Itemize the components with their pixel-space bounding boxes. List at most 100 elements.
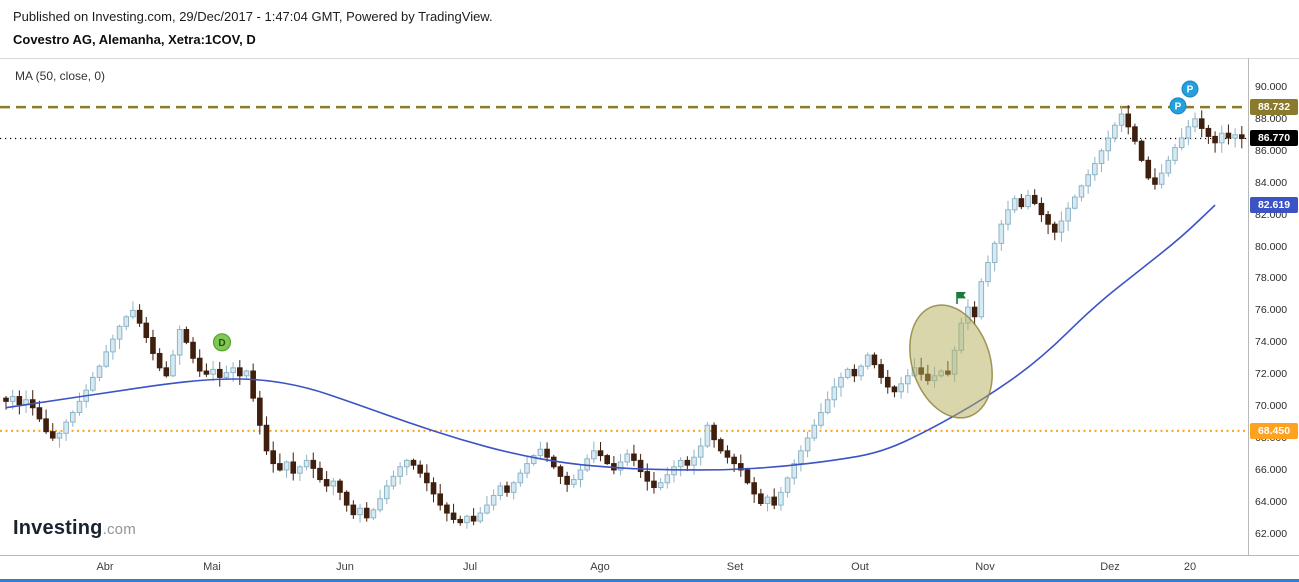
candle-body — [864, 354, 871, 367]
time-tick-label: 20 — [1183, 561, 1197, 573]
candle-body — [250, 370, 256, 399]
candle-body — [804, 437, 811, 452]
price-tick-label: 86.000 — [1255, 144, 1288, 157]
candle-body — [564, 475, 570, 485]
price-tick-label: 76.000 — [1255, 304, 1288, 317]
candle-body — [1011, 198, 1018, 211]
candle-body — [751, 482, 757, 495]
price-tick-label: 70.000 — [1255, 400, 1288, 413]
candle-body — [103, 351, 110, 367]
candle-body — [323, 479, 330, 487]
candle-body — [637, 459, 644, 473]
candle-body — [537, 448, 544, 457]
time-tick-label: Dez — [1100, 561, 1120, 573]
time-axis[interactable]: Abr Mai Jun Jul Ago Set Out Nov Dez 20 — [0, 555, 1299, 579]
candle-body — [597, 450, 604, 457]
candle-body — [738, 463, 744, 471]
price-chart-svg[interactable]: D PP — [0, 59, 1248, 556]
candle-body — [631, 453, 637, 461]
candle-body — [651, 480, 657, 489]
price-tick-label: 72.000 — [1255, 368, 1288, 381]
candle-body — [49, 431, 56, 439]
candle-body — [851, 368, 858, 377]
investing-logo-suffix: .com — [102, 521, 136, 538]
p-marker-label: P — [1175, 101, 1182, 112]
candle-body — [430, 482, 437, 495]
candle-body — [464, 515, 470, 524]
candle-body — [36, 407, 43, 420]
candle-body — [818, 412, 824, 426]
time-tick-label: Jun — [336, 561, 354, 573]
candle-body — [383, 485, 390, 500]
instrument-title: Covestro AG, Alemanha, Xetra:1COV, D — [13, 32, 256, 47]
candle-body — [891, 386, 898, 393]
p-marker-label: P — [1187, 85, 1194, 96]
indicator-label[interactable]: MA (50, close, 0) — [12, 68, 109, 84]
chart-header: Published on Investing.com, 29/Dec/2017 … — [0, 0, 1299, 58]
time-tick-label: Mai — [203, 561, 221, 573]
candle-body — [1178, 137, 1185, 149]
candle-body — [470, 515, 477, 522]
time-tick-label: Abr — [96, 561, 114, 573]
candle-body — [76, 400, 83, 414]
candle-body — [791, 463, 798, 479]
candle-body — [330, 480, 337, 487]
candle-body — [297, 466, 303, 474]
flag-icon — [957, 291, 966, 299]
candle-body — [517, 472, 524, 484]
candle-body — [704, 424, 711, 447]
candle-body — [624, 453, 631, 463]
candle-body — [1045, 214, 1051, 225]
price-axis[interactable]: 90.000 88.000 86.000 84.000 82.000 80.000 78.0… — [1248, 58, 1299, 555]
candle-body — [270, 450, 276, 465]
candle-body — [684, 459, 691, 466]
candle-body — [711, 424, 717, 441]
price-tick-label: 78.000 — [1255, 272, 1288, 285]
candle-body — [404, 459, 410, 468]
ma50-line — [5, 204, 1216, 471]
candle-body — [223, 372, 230, 378]
candle-body — [370, 509, 377, 519]
candle-body — [3, 397, 9, 402]
candle-body — [190, 341, 196, 359]
candle-body — [731, 456, 737, 465]
candle-body — [677, 459, 684, 468]
candle-body — [998, 223, 1005, 244]
candle-body — [484, 504, 490, 514]
candle-body — [1078, 185, 1085, 198]
candle-body — [143, 322, 150, 339]
candle-body — [310, 459, 317, 469]
candle-body — [831, 386, 838, 401]
candle-body — [277, 463, 283, 471]
candle-body — [657, 482, 664, 489]
candle-body — [1085, 174, 1091, 187]
candle-body — [357, 507, 363, 516]
candle-body — [417, 464, 423, 474]
candle-body — [110, 338, 116, 353]
candle-body — [130, 309, 136, 318]
candle-body — [1192, 118, 1198, 128]
candle-body — [63, 421, 69, 434]
candle-body — [377, 498, 383, 511]
candle-body — [764, 496, 771, 504]
candle-body — [216, 368, 223, 378]
candle-body — [317, 467, 323, 481]
candle-body — [1105, 137, 1112, 152]
candle-body — [363, 507, 370, 519]
candle-body — [844, 368, 851, 378]
candle-body — [1185, 126, 1192, 139]
candle-body — [1051, 223, 1058, 233]
candle-body — [1145, 159, 1152, 179]
candle-body — [450, 512, 457, 520]
candle-body — [744, 469, 751, 484]
candle-body — [1165, 159, 1172, 174]
candle-body — [697, 445, 704, 458]
candle-body — [350, 504, 357, 516]
candle-body — [497, 485, 504, 497]
price-tag: 88.732 — [1250, 99, 1298, 116]
candle-body — [1212, 135, 1218, 144]
price-tick-label: 90.000 — [1255, 80, 1288, 93]
time-tick-label: Out — [851, 561, 869, 573]
